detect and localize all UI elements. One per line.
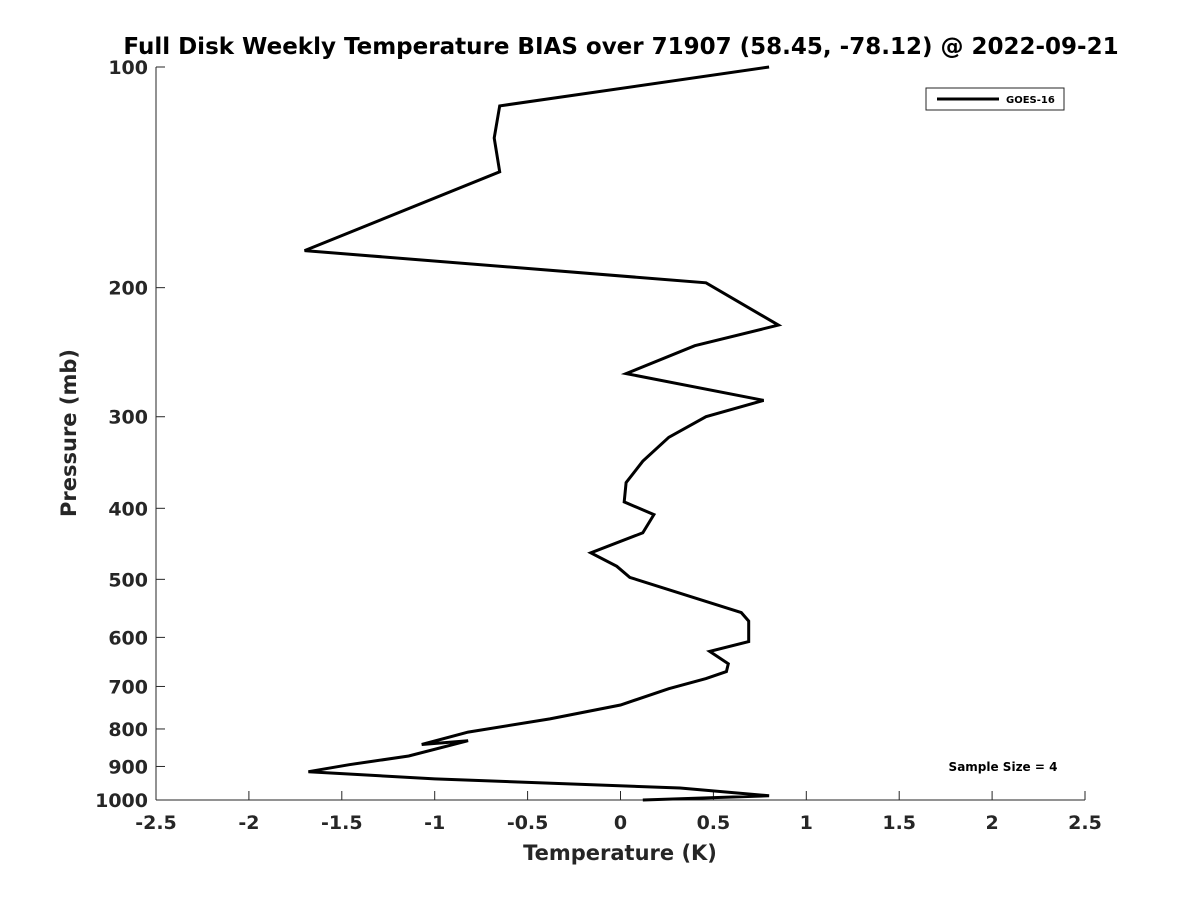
y-tick-label: 100 [108,57,148,79]
y-tick-label: 300 [108,407,148,429]
plot-area [156,67,1085,800]
x-tick-label: 0 [614,812,627,834]
y-axis-label: Pressure (mb) [57,349,81,517]
x-tick-label: -1 [424,812,445,834]
chart-title: Full Disk Weekly Temperature BIAS over 7… [123,34,1118,60]
legend-label-goes-16: GOES-16 [1006,95,1055,106]
y-tick-label: 200 [108,278,148,300]
sample-size-annotation: Sample Size = 4 [949,760,1058,774]
series-line-goes-16 [304,65,783,802]
y-tick-label: 900 [108,756,148,778]
x-tick-label: -2 [238,812,259,834]
y-axis-ticks: 100 200 300 400 500 600 700 800 900 1000 [95,57,165,812]
y-tick-label: 800 [108,719,148,741]
x-tick-label: 2 [985,812,998,834]
x-tick-label: -1.5 [321,812,363,834]
x-tick-label: 2.5 [1068,812,1102,834]
x-tick-label: -2.5 [135,812,177,834]
x-axis-ticks: -2.5 -2 -1.5 -1 -0.5 0 0.5 1 1.5 2 2.5 [135,791,1102,834]
x-tick-label: 1 [800,812,813,834]
y-tick-label: 1000 [95,790,148,812]
y-tick-label: 400 [108,498,148,520]
legend: GOES-16 [925,87,1065,111]
x-tick-label: 0.5 [697,812,731,834]
y-tick-label: 700 [108,676,148,698]
y-tick-label: 500 [108,569,148,591]
x-tick-label: -0.5 [507,812,549,834]
x-tick-label: 1.5 [882,812,916,834]
series-layer [304,65,783,802]
x-axis-label: Temperature (K) [523,841,717,865]
y-tick-label: 600 [108,627,148,649]
